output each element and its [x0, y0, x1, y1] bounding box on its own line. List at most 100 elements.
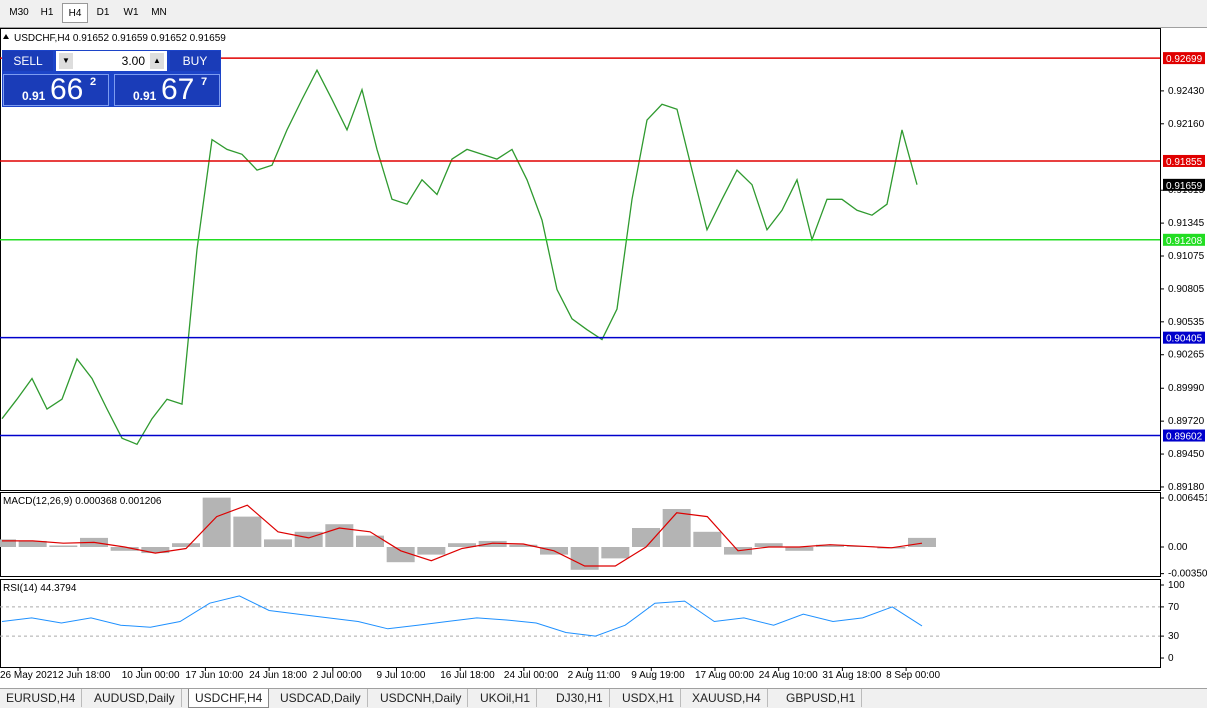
bid-price[interactable]: 0.91 66 2 — [3, 73, 109, 106]
bid-main: 66 — [50, 73, 84, 106]
chart-tab[interactable]: AUDUSD,Daily — [88, 689, 182, 707]
macd-bar — [754, 543, 783, 547]
x-tick-label: 8 Sep 00:00 — [886, 670, 940, 681]
macd-bar — [448, 543, 476, 547]
chart-tab[interactable]: XAUUSD,H4 — [686, 689, 768, 707]
x-tick-label: 17 Aug 00:00 — [695, 670, 754, 681]
y-tick-label: 0.90535 — [1168, 317, 1205, 328]
line-label: 0.89602 — [1166, 432, 1203, 443]
timeframe-button[interactable]: MN — [151, 7, 167, 18]
macd-bar — [386, 546, 415, 563]
macd-bar — [417, 546, 446, 555]
chart-tab[interactable]: DJ30,H1 — [550, 689, 610, 707]
chart-tabs: EURUSD,H4 AUDUSD,Daily USDCHF,H4 USDCAD,Dai… — [0, 688, 1207, 708]
line-label-box — [1163, 429, 1205, 442]
chart-tab[interactable]: EURUSD,H4 — [0, 689, 83, 707]
y-tick-label: 0.91075 — [1168, 251, 1205, 262]
line-label-box — [1163, 154, 1205, 167]
x-tick-label: 26 May 2021 — [0, 670, 58, 681]
lots-down[interactable]: ▼ — [59, 53, 73, 69]
macd-bar — [233, 516, 262, 547]
one-click-trading: SELL ▼ 3.00 ▲ BUY 0.91 66 2 0.91 67 7 — [2, 50, 221, 107]
line-label-box — [1163, 52, 1205, 65]
macd-bar — [202, 497, 231, 547]
macd-bar — [478, 540, 507, 547]
macd-bar — [632, 528, 660, 547]
current-price-box — [1163, 178, 1205, 191]
y-tick-label: 0.00 — [1168, 542, 1188, 553]
x-tick-label: 24 Aug 10:00 — [759, 670, 818, 681]
macd-bar — [693, 531, 722, 547]
y-tick-label: 0 — [1168, 653, 1174, 664]
bid-big: 0.91 — [22, 89, 46, 103]
rsi-line — [1, 595, 923, 637]
x-tick-label: 24 Jul 00:00 — [504, 670, 559, 681]
y-tick-label: 0.90805 — [1168, 284, 1205, 295]
chart-tab[interactable]: GBPUSD,H1 — [780, 689, 863, 707]
x-tick-label: 31 Aug 18:00 — [822, 670, 881, 681]
chart-tab[interactable]: USDCAD,Daily — [274, 689, 368, 707]
lots-box[interactable]: ▼ 3.00 ▲ — [56, 51, 167, 71]
y-tick-label: 30 — [1168, 631, 1180, 642]
macd-bar — [356, 535, 384, 547]
x-tick-label: 10 Jun 00:00 — [122, 670, 180, 681]
lots-up[interactable]: ▲ — [150, 53, 164, 69]
y-tick-label: 0.92160 — [1168, 119, 1205, 130]
line-label: 0.91855 — [1166, 157, 1203, 168]
macd-bar — [908, 537, 936, 547]
chart-tab[interactable]: USDX,H1 — [616, 689, 682, 707]
macd-bar — [172, 543, 200, 547]
ask-small: 7 — [201, 76, 208, 88]
x-tick-label: 2 Jun 18:00 — [58, 670, 111, 681]
line-label: 0.92699 — [1166, 54, 1203, 65]
y-tick-label: 0.90265 — [1168, 350, 1205, 361]
timeframe-button[interactable]: H1 — [40, 7, 54, 18]
pane-frame — [0, 492, 1161, 577]
y-tick-label: 0.89990 — [1168, 383, 1205, 394]
timeframe-button[interactable]: D1 — [96, 7, 110, 18]
bid-small: 2 — [90, 76, 97, 88]
line-label-box — [1163, 233, 1205, 246]
chart-tab[interactable]: UKOil,H1 — [474, 689, 538, 707]
macd-bar — [816, 544, 844, 547]
y-tick-label: 70 — [1168, 602, 1180, 613]
timeframe-toolbar: M30 H1 H4 D1 W1 MN — [0, 0, 1207, 28]
x-tick-label: 17 Jun 10:00 — [185, 670, 243, 681]
current-price-label: 0.91659 — [1166, 181, 1203, 192]
pane-frame — [0, 28, 1161, 491]
macd-bar — [49, 545, 78, 547]
y-tick-label: 0.92430 — [1168, 86, 1205, 97]
macd-bar — [570, 546, 599, 570]
ask-price[interactable]: 0.91 67 7 — [114, 73, 220, 106]
chart-tab[interactable]: USDCHF,H4 — [188, 689, 270, 708]
y-tick-label: 0.89450 — [1168, 449, 1205, 460]
macd-bar — [601, 546, 630, 559]
timeframe-button[interactable]: H4 — [62, 3, 88, 23]
macd-bar — [785, 546, 814, 551]
chart-title: USDCHF,H4 0.91652 0.91659 0.91652 0.9165… — [14, 33, 226, 44]
sell-button[interactable]: SELL — [3, 51, 53, 71]
x-tick-label: 16 Jul 18:00 — [440, 670, 495, 681]
macd-bar — [509, 544, 538, 547]
x-tick-label: 9 Jul 10:00 — [377, 670, 426, 681]
x-tick-label: 9 Aug 19:00 — [631, 670, 685, 681]
pane-frame — [0, 579, 1161, 668]
y-tick-label: 0.89180 — [1168, 482, 1205, 493]
macd-bar — [141, 546, 170, 554]
timeframe-button[interactable]: W1 — [123, 7, 139, 18]
y-tick-label: 100 — [1168, 580, 1185, 591]
buy-button[interactable]: BUY — [170, 51, 220, 71]
macd-bar — [264, 539, 292, 547]
line-label: 0.90405 — [1166, 334, 1203, 345]
line-label: 0.91208 — [1166, 236, 1203, 247]
ask-main: 67 — [161, 73, 195, 106]
signal-line — [2, 504, 923, 567]
ask-big: 0.91 — [133, 89, 157, 103]
chart-tab[interactable]: USDCNH,Daily — [374, 689, 469, 707]
line-label-box — [1163, 331, 1205, 344]
title-marker — [3, 34, 9, 39]
price-line — [1, 68, 918, 446]
timeframe-button[interactable]: M30 — [9, 7, 29, 18]
y-tick-label: 0.006451 — [1168, 493, 1207, 504]
macd-bar — [662, 509, 691, 547]
